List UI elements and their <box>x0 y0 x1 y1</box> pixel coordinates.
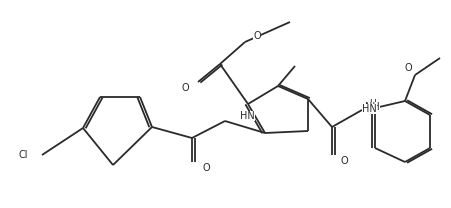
Text: O: O <box>340 156 348 166</box>
Text: Cl: Cl <box>18 150 28 160</box>
Text: O: O <box>404 63 412 73</box>
Text: H: H <box>370 99 377 109</box>
Text: O: O <box>202 163 210 173</box>
Text: HN: HN <box>240 111 255 121</box>
Text: HN: HN <box>362 104 377 114</box>
Text: O: O <box>181 83 189 93</box>
Text: NH: NH <box>365 102 380 112</box>
Text: O: O <box>253 31 261 41</box>
